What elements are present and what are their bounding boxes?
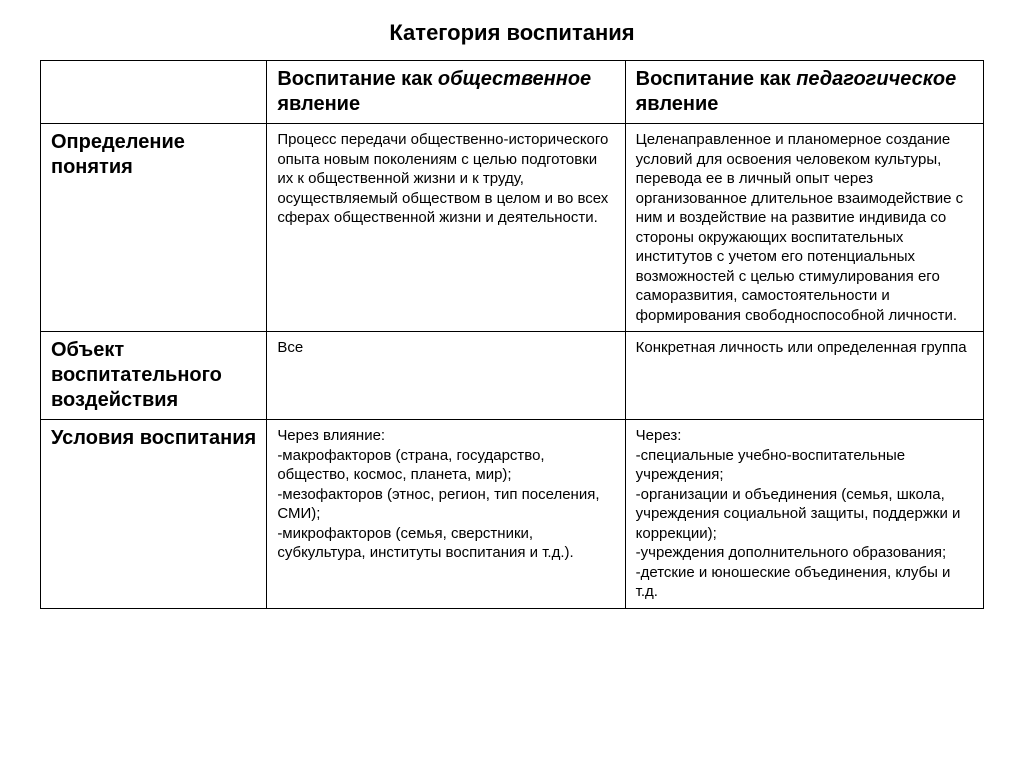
cell-definition-social: Процесс передачи общественно-историческо… [267, 124, 625, 332]
col1-italic: общественное [438, 68, 591, 90]
cell-conditions-social: Через влияние: -макрофакторов (страна, г… [267, 420, 625, 609]
cell-object-pedagogical: Конкретная личность или определенная гру… [625, 332, 983, 420]
cell-definition-pedagogical: Целенаправленное и планомерное создание … [625, 124, 983, 332]
table-row: Условия воспитания Через влияние: -макро… [41, 420, 984, 609]
col2-suffix: явление [636, 93, 719, 115]
table-row: Определение понятия Процесс передачи общ… [41, 124, 984, 332]
row-label-definition: Определение понятия [41, 124, 267, 332]
header-empty [41, 61, 267, 124]
row-label-conditions: Условия воспитания [41, 420, 267, 609]
table-row: Объект воспитательного воздействия Все К… [41, 332, 984, 420]
category-table: Воспитание как общественное явление Восп… [40, 60, 984, 609]
column-header-social: Воспитание как общественное явление [267, 61, 625, 124]
column-header-pedagogical: Воспитание как педагогическое явление [625, 61, 983, 124]
col2-italic: педагогическое [796, 68, 956, 90]
header-row: Воспитание как общественное явление Восп… [41, 61, 984, 124]
row-label-object: Объект воспитательного воздействия [41, 332, 267, 420]
cell-conditions-pedagogical: Через: -специальные учебно-воспитательны… [625, 420, 983, 609]
col1-prefix: Воспитание как [277, 68, 438, 90]
col2-prefix: Воспитание как [636, 68, 797, 90]
col1-suffix: явление [277, 93, 360, 115]
page-title: Категория воспитания [40, 20, 984, 46]
cell-object-social: Все [267, 332, 625, 420]
